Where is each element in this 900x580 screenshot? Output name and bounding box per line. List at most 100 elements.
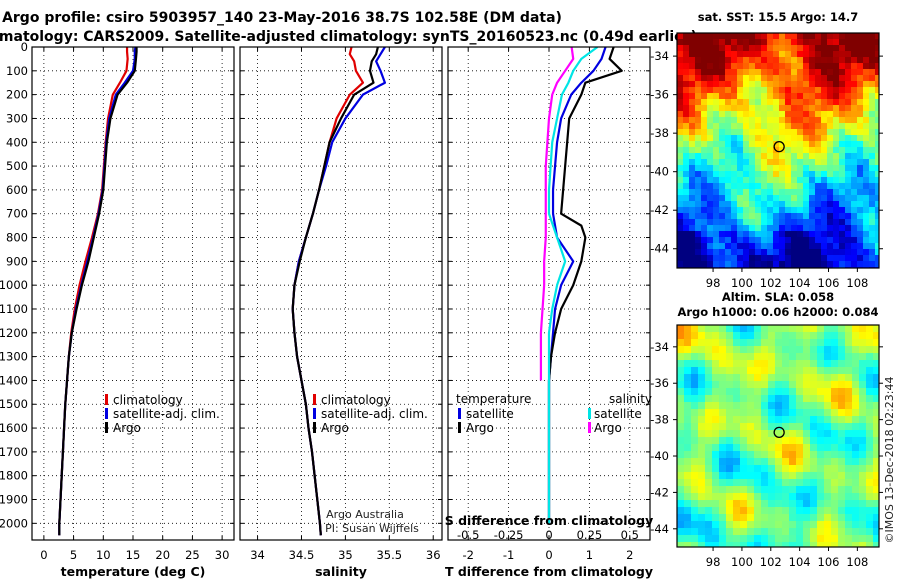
legend-title-salinity: salinity — [609, 392, 652, 406]
title-line-2: Climatology: CARS2009. Satellite-adjuste… — [0, 29, 697, 45]
map-y-tick-label: -40 — [650, 165, 669, 179]
map-x-tick-label: 104 — [789, 276, 811, 290]
argo-location-marker — [773, 140, 785, 153]
depth-tick-label: 100 — [6, 64, 28, 78]
legend-label: climatology — [321, 393, 391, 407]
legend-title-temperature: temperature — [456, 392, 531, 406]
depth-tick-label: 1900 — [0, 493, 28, 507]
map-title: sat. SST: 15.5 Argo: 14.7 — [698, 10, 858, 24]
x-tick-label: -1 — [503, 548, 514, 562]
depth-tick-label: 1400 — [0, 373, 28, 387]
depth-tick-label: 1200 — [0, 326, 28, 340]
map-sst_map: -34 -36 -38 -40 -42 -44 98 100 102 104 106 108 sat. … — [650, 10, 883, 290]
panel-temperature: 0100200300400500600700800900100011001200… — [0, 40, 235, 579]
series-line-argo — [291, 47, 379, 536]
depth-tick-label: 2000 — [0, 516, 28, 530]
map-x-tick-label: 102 — [760, 555, 782, 569]
map-y-tick-label: -42 — [650, 485, 669, 499]
map-subtitle: Argo h1000: 0.06 h2000: 0.084 — [677, 305, 878, 319]
s-x-tick-label: 0.5 — [621, 528, 639, 542]
map-x-tick-label: 100 — [731, 276, 753, 290]
map-y-tick-label: -38 — [650, 413, 669, 427]
map-y-tick-label: -40 — [650, 449, 669, 463]
panel-salinity: 34 34.5 35 35.5 36 salinity climatologysatelli… — [239, 46, 443, 579]
x-tick-label: 20 — [155, 548, 170, 562]
map-x-tick-label: 98 — [706, 276, 721, 290]
x-tick-label: 34.5 — [289, 548, 315, 562]
map-y-tick-label: -38 — [650, 126, 669, 140]
s-x-tick-label: -0.25 — [494, 528, 524, 542]
plot-frame — [447, 46, 651, 541]
legend-swatch — [313, 422, 316, 433]
legend-swatch — [105, 394, 108, 405]
series-group — [58, 47, 138, 536]
map-x-tick-label: 106 — [818, 555, 840, 569]
series-group — [539, 47, 623, 524]
x-tick-label: 10 — [96, 548, 111, 562]
x-tick-label: 25 — [185, 548, 200, 562]
legend-swatch — [588, 422, 591, 433]
depth-tick-label: 0 — [21, 40, 28, 54]
map-y-tick-label: -42 — [650, 203, 669, 217]
x-tick-label: 36 — [426, 548, 441, 562]
series-line-s-satellite — [547, 47, 599, 524]
x-tick-label: 35 — [338, 548, 353, 562]
depth-tick-label: 1500 — [0, 397, 28, 411]
depth-tick-label: 500 — [6, 159, 28, 173]
x-tick-label: 5 — [70, 548, 77, 562]
x-tick-label: 30 — [215, 548, 230, 562]
map-x-tick-label: 108 — [846, 555, 868, 569]
legend-swatch — [313, 394, 316, 405]
map-x-tick-label: 108 — [846, 276, 868, 290]
credit-line-1: Argo Australia — [326, 508, 404, 521]
credit-line-2: PI: Susan Wijffels — [325, 522, 419, 535]
depth-tick-label: 400 — [6, 135, 28, 149]
s-x-tick-label: 0 — [545, 528, 552, 542]
panel-difference: -2 -1 0 1 2 T difference from climatology temp… — [445, 46, 654, 579]
legend-label: Argo — [466, 421, 494, 435]
x-tick-label: 0 — [40, 548, 47, 562]
depth-tick-label: 1800 — [0, 469, 28, 483]
depth-tick-label: 1100 — [0, 302, 28, 316]
depth-tick-label: 800 — [6, 231, 28, 245]
legend-label: Argo — [321, 421, 349, 435]
map-sla_map: -34 -36 -38 -40 -42 -44 98 100 102 104 106 108 Altim… — [650, 290, 883, 569]
depth-tick-label: 700 — [6, 207, 28, 221]
series-line-s-argo — [539, 47, 575, 381]
map-y-tick-label: -36 — [650, 376, 669, 390]
map-y-tick-label: -34 — [650, 340, 669, 354]
x-tick-label: 0 — [545, 548, 552, 562]
series-line-argo — [58, 47, 138, 536]
map-x-tick-label: 100 — [731, 555, 753, 569]
title-line-1: Argo profile: csiro 5903957_140 23-May-2… — [2, 10, 562, 26]
legend-label: satellite-adj. clim. — [321, 407, 428, 421]
map-y-tick-label: -36 — [650, 88, 669, 102]
x-tick-label: 2 — [626, 548, 633, 562]
x-axis-label-top: S difference from climatology — [445, 513, 654, 528]
legend-swatch — [105, 422, 108, 433]
legend-swatch — [458, 422, 461, 433]
depth-tick-label: 1700 — [0, 445, 28, 459]
profile-panels: 0100200300400500600700800900100011001200… — [0, 40, 653, 579]
depth-tick-label: 1000 — [0, 278, 28, 292]
map-x-tick-label: 106 — [818, 276, 840, 290]
legend-swatch — [588, 408, 591, 419]
x-tick-label: 34 — [250, 548, 265, 562]
map-y-tick-label: -44 — [650, 242, 669, 256]
map-frame — [676, 324, 880, 548]
depth-tick-label: 300 — [6, 111, 28, 125]
legend-swatch — [313, 408, 316, 419]
x-axis-label: salinity — [315, 564, 367, 579]
plot-area — [240, 47, 442, 540]
map-x-tick-label: 104 — [789, 555, 811, 569]
argo-location-marker — [773, 426, 785, 439]
x-tick-label: 15 — [126, 548, 141, 562]
x-tick-label: 1 — [586, 548, 593, 562]
series-line-t-argo — [547, 47, 623, 524]
map-frame — [676, 32, 880, 269]
depth-tick-label: 900 — [6, 254, 28, 268]
map-title: Altim. SLA: 0.058 — [722, 290, 834, 304]
legend-label: satellite — [594, 407, 642, 421]
timestamp: ©IMOS 13-Dec-2018 02:23:44 — [883, 377, 896, 544]
